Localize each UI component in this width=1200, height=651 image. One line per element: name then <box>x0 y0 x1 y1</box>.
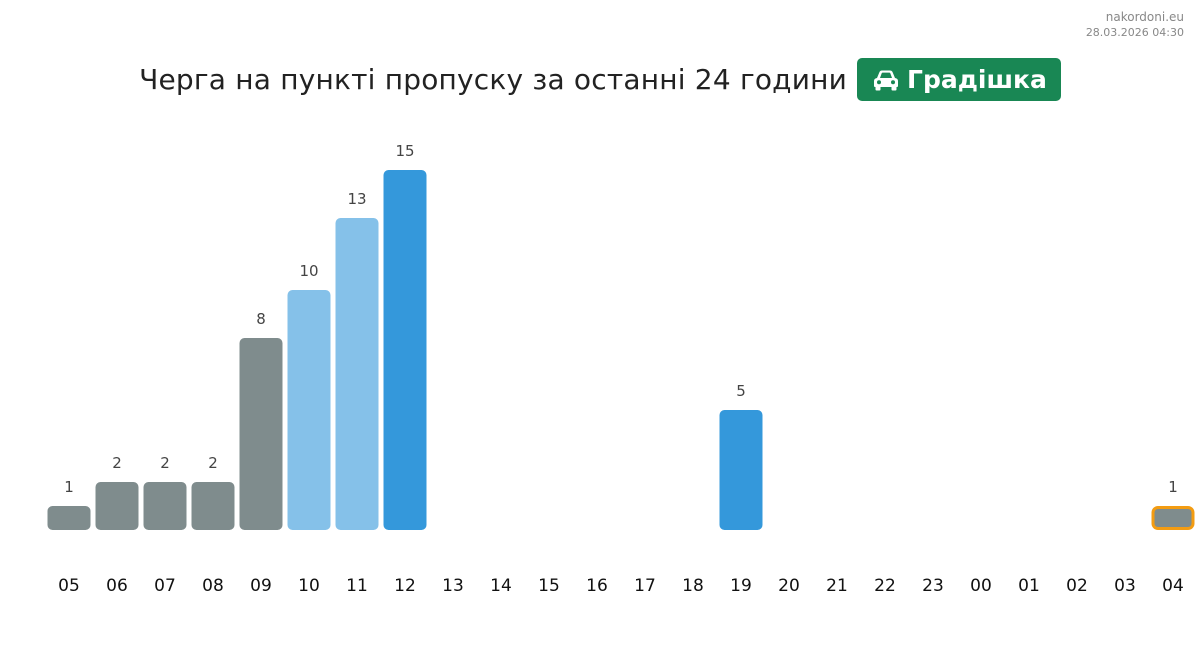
bar <box>239 338 283 530</box>
x-tick-label: 04 <box>1162 576 1184 596</box>
x-tick-label: 19 <box>730 576 752 596</box>
x-tick-label: 11 <box>346 576 368 596</box>
bar-value-label: 10 <box>299 262 318 280</box>
x-tick-label: 13 <box>442 576 464 596</box>
bar <box>143 482 187 530</box>
bar-value-label: 2 <box>208 454 218 472</box>
header: Черга на пункті пропуску за останні 24 г… <box>0 58 1200 101</box>
x-tick-label: 15 <box>538 576 560 596</box>
bar-current-hour <box>1151 506 1195 530</box>
x-tick-label: 08 <box>202 576 224 596</box>
x-tick-label: 06 <box>106 576 128 596</box>
checkpoint-badge: Градішка <box>857 58 1061 101</box>
bar-value-label: 13 <box>347 190 366 208</box>
x-tick-label: 23 <box>922 576 944 596</box>
timestamp: 28.03.2026 04:30 <box>1085 26 1184 39</box>
bar-value-label: 5 <box>736 382 746 400</box>
bar <box>191 482 235 530</box>
x-tick-label: 03 <box>1114 576 1136 596</box>
bar <box>47 506 91 530</box>
site-name: nakordoni.eu <box>1105 10 1184 24</box>
checkpoint-name: Градішка <box>907 65 1047 94</box>
x-tick-label: 18 <box>682 576 704 596</box>
x-tick-label: 17 <box>634 576 656 596</box>
x-tick-label: 02 <box>1066 576 1088 596</box>
x-tick-label: 20 <box>778 576 800 596</box>
x-tick-label: 16 <box>586 576 608 596</box>
x-tick-label: 12 <box>394 576 416 596</box>
x-tick-label: 01 <box>1018 576 1040 596</box>
bar-value-label: 8 <box>256 310 266 328</box>
bar-value-label: 1 <box>64 478 74 496</box>
x-tick-label: 21 <box>826 576 848 596</box>
bar <box>719 410 763 530</box>
x-tick-label: 00 <box>970 576 992 596</box>
x-tick-label: 07 <box>154 576 176 596</box>
bar-value-label: 15 <box>395 142 414 160</box>
x-tick-label: 14 <box>490 576 512 596</box>
bar <box>383 170 427 530</box>
car-icon <box>874 70 899 90</box>
bar-value-label: 2 <box>112 454 122 472</box>
bar-value-label: 1 <box>1168 478 1178 496</box>
bar <box>95 482 139 530</box>
x-tick-label: 22 <box>874 576 896 596</box>
x-tick-label: 10 <box>298 576 320 596</box>
corner-info: nakordoni.eu 28.03.2026 04:30 <box>1086 9 1184 41</box>
bar-value-label: 2 <box>160 454 170 472</box>
bar <box>287 290 331 530</box>
page-title: Черга на пункті пропуску за останні 24 г… <box>139 63 848 96</box>
bar <box>335 218 379 530</box>
x-tick-label: 09 <box>250 576 272 596</box>
x-tick-label: 05 <box>58 576 80 596</box>
